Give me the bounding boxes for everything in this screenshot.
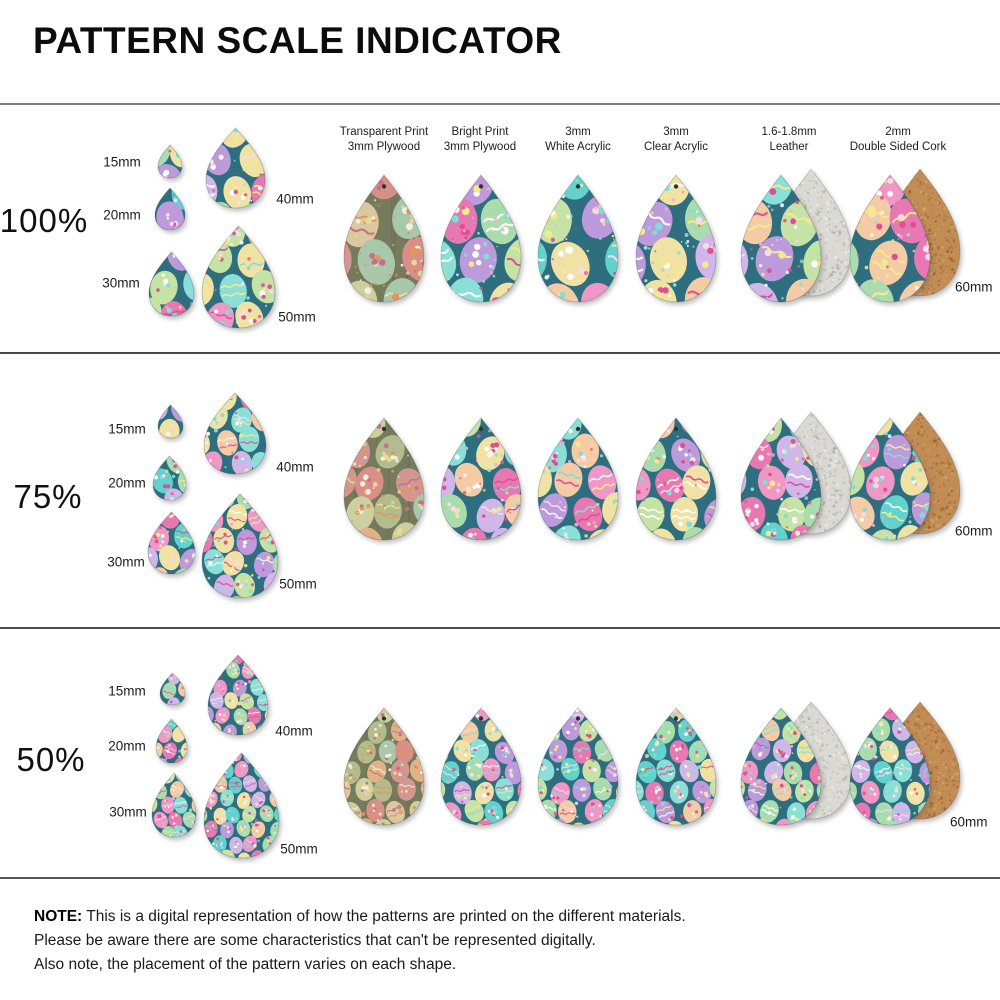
material-header-line2: White Acrylic xyxy=(545,140,611,153)
teardrop-50-leather xyxy=(740,707,822,826)
size-label-20mm: 20mm xyxy=(108,475,146,491)
teardrop-75-bright-plywood xyxy=(440,417,522,541)
note: NOTE: This is a digital representation o… xyxy=(34,905,686,977)
teardrop-100-20mm xyxy=(154,187,186,231)
teardrop-50-20mm xyxy=(155,718,188,764)
size-label-60mm: 60mm xyxy=(955,279,993,295)
size-label-40mm: 40mm xyxy=(276,459,314,475)
size-label-30mm: 30mm xyxy=(109,804,147,820)
teardrop-100-15mm xyxy=(157,144,183,179)
size-label-30mm: 30mm xyxy=(107,554,145,570)
note-line: Also note, the placement of the pattern … xyxy=(34,956,457,973)
teardrop-100-50mm xyxy=(201,225,276,329)
teardrop-100-transparent-plywood xyxy=(343,174,425,303)
teardrop-75-20mm xyxy=(152,455,187,501)
teardrop-100-cork xyxy=(849,174,931,303)
material-header-line1: 1.6-1.8mm xyxy=(761,126,817,138)
teardrop-50-50mm xyxy=(203,752,280,859)
teardrop-75-40mm xyxy=(203,392,267,475)
row-divider-2 xyxy=(0,351,1000,354)
scale-label-75: 75% xyxy=(13,478,83,515)
size-label-30mm: 30mm xyxy=(102,275,140,291)
teardrop-75-15mm xyxy=(157,404,184,439)
teardrop-100-bright-plywood xyxy=(440,174,522,303)
teardrop-75-leather xyxy=(740,417,822,541)
teardrop-100-white-acrylic xyxy=(537,174,619,303)
material-header-clear-acrylic: 3mm Clear Acrylic xyxy=(644,125,708,154)
material-header-line2: Double Sided Cork xyxy=(849,140,947,153)
note-text: This is a digital representation of how … xyxy=(86,908,686,925)
material-header-line2: Clear Acrylic xyxy=(644,140,708,153)
scale-label-100: 100% xyxy=(0,202,89,239)
teardrop-100-clear-acrylic xyxy=(635,174,717,303)
teardrop-75-cork xyxy=(849,417,931,541)
size-label-40mm: 40mm xyxy=(276,191,314,207)
teardrop-75-clear-acrylic xyxy=(635,417,717,541)
size-label-15mm: 15mm xyxy=(108,421,146,437)
teardrop-50-cork xyxy=(849,707,931,826)
size-label-15mm: 15mm xyxy=(108,683,146,699)
material-header-line1: Bright Print xyxy=(451,126,509,138)
row-divider-1 xyxy=(0,103,1000,105)
material-header-line1: 2mm xyxy=(885,126,911,138)
teardrop-50-clear-acrylic xyxy=(635,707,717,826)
note-label: NOTE: xyxy=(34,908,83,925)
teardrop-75-50mm xyxy=(201,493,279,599)
size-label-60mm: 60mm xyxy=(955,523,993,539)
material-header-bright-plywood: Bright Print 3mm Plywood xyxy=(444,125,516,154)
note-line: Please be aware there are some character… xyxy=(34,932,596,949)
material-header-line2: 3mm Plywood xyxy=(443,140,517,153)
teardrop-75-30mm xyxy=(147,511,196,575)
teardrop-50-15mm xyxy=(159,672,186,706)
material-header-line2: Leather xyxy=(769,140,809,153)
size-label-20mm: 20mm xyxy=(108,738,146,754)
size-label-20mm: 20mm xyxy=(103,207,141,223)
size-label-50mm: 50mm xyxy=(279,576,317,592)
teardrop-50-transparent-plywood xyxy=(343,707,425,826)
size-label-15mm: 15mm xyxy=(103,154,141,170)
teardrop-75-white-acrylic xyxy=(537,417,619,541)
material-header-line2: 3mm Plywood xyxy=(347,140,421,153)
material-header-line1: 3mm xyxy=(663,126,689,138)
material-header-line1: Transparent Print xyxy=(339,126,429,138)
teardrop-100-30mm xyxy=(148,251,195,317)
teardrop-50-40mm xyxy=(207,654,269,736)
scale-label-50: 50% xyxy=(16,741,86,778)
row-divider-3 xyxy=(0,626,1000,629)
size-label-50mm: 50mm xyxy=(278,309,316,325)
material-header-white-acrylic: 3mm White Acrylic xyxy=(545,125,611,154)
size-label-40mm: 40mm xyxy=(275,723,313,739)
teardrop-100-leather xyxy=(740,174,822,303)
teardrop-50-30mm xyxy=(151,772,197,838)
material-header-transparent-plywood: Transparent Print 3mm Plywood xyxy=(340,125,428,154)
material-header-line1: 3mm xyxy=(565,126,591,138)
note-line: NOTE: This is a digital representation o… xyxy=(34,905,686,929)
teardrop-100-40mm xyxy=(205,127,266,209)
teardrop-50-white-acrylic xyxy=(537,707,619,826)
size-label-60mm: 60mm xyxy=(950,814,988,830)
row-divider-4 xyxy=(0,877,1000,879)
teardrop-50-bright-plywood xyxy=(440,707,522,826)
material-header-cork: 2mm Double Sided Cork xyxy=(850,125,947,154)
page-title: PATTERN SCALE INDICATOR xyxy=(33,20,562,61)
teardrop-75-transparent-plywood xyxy=(343,417,425,541)
size-label-50mm: 50mm xyxy=(280,841,318,857)
material-header-leather: 1.6-1.8mm Leather xyxy=(762,125,817,154)
